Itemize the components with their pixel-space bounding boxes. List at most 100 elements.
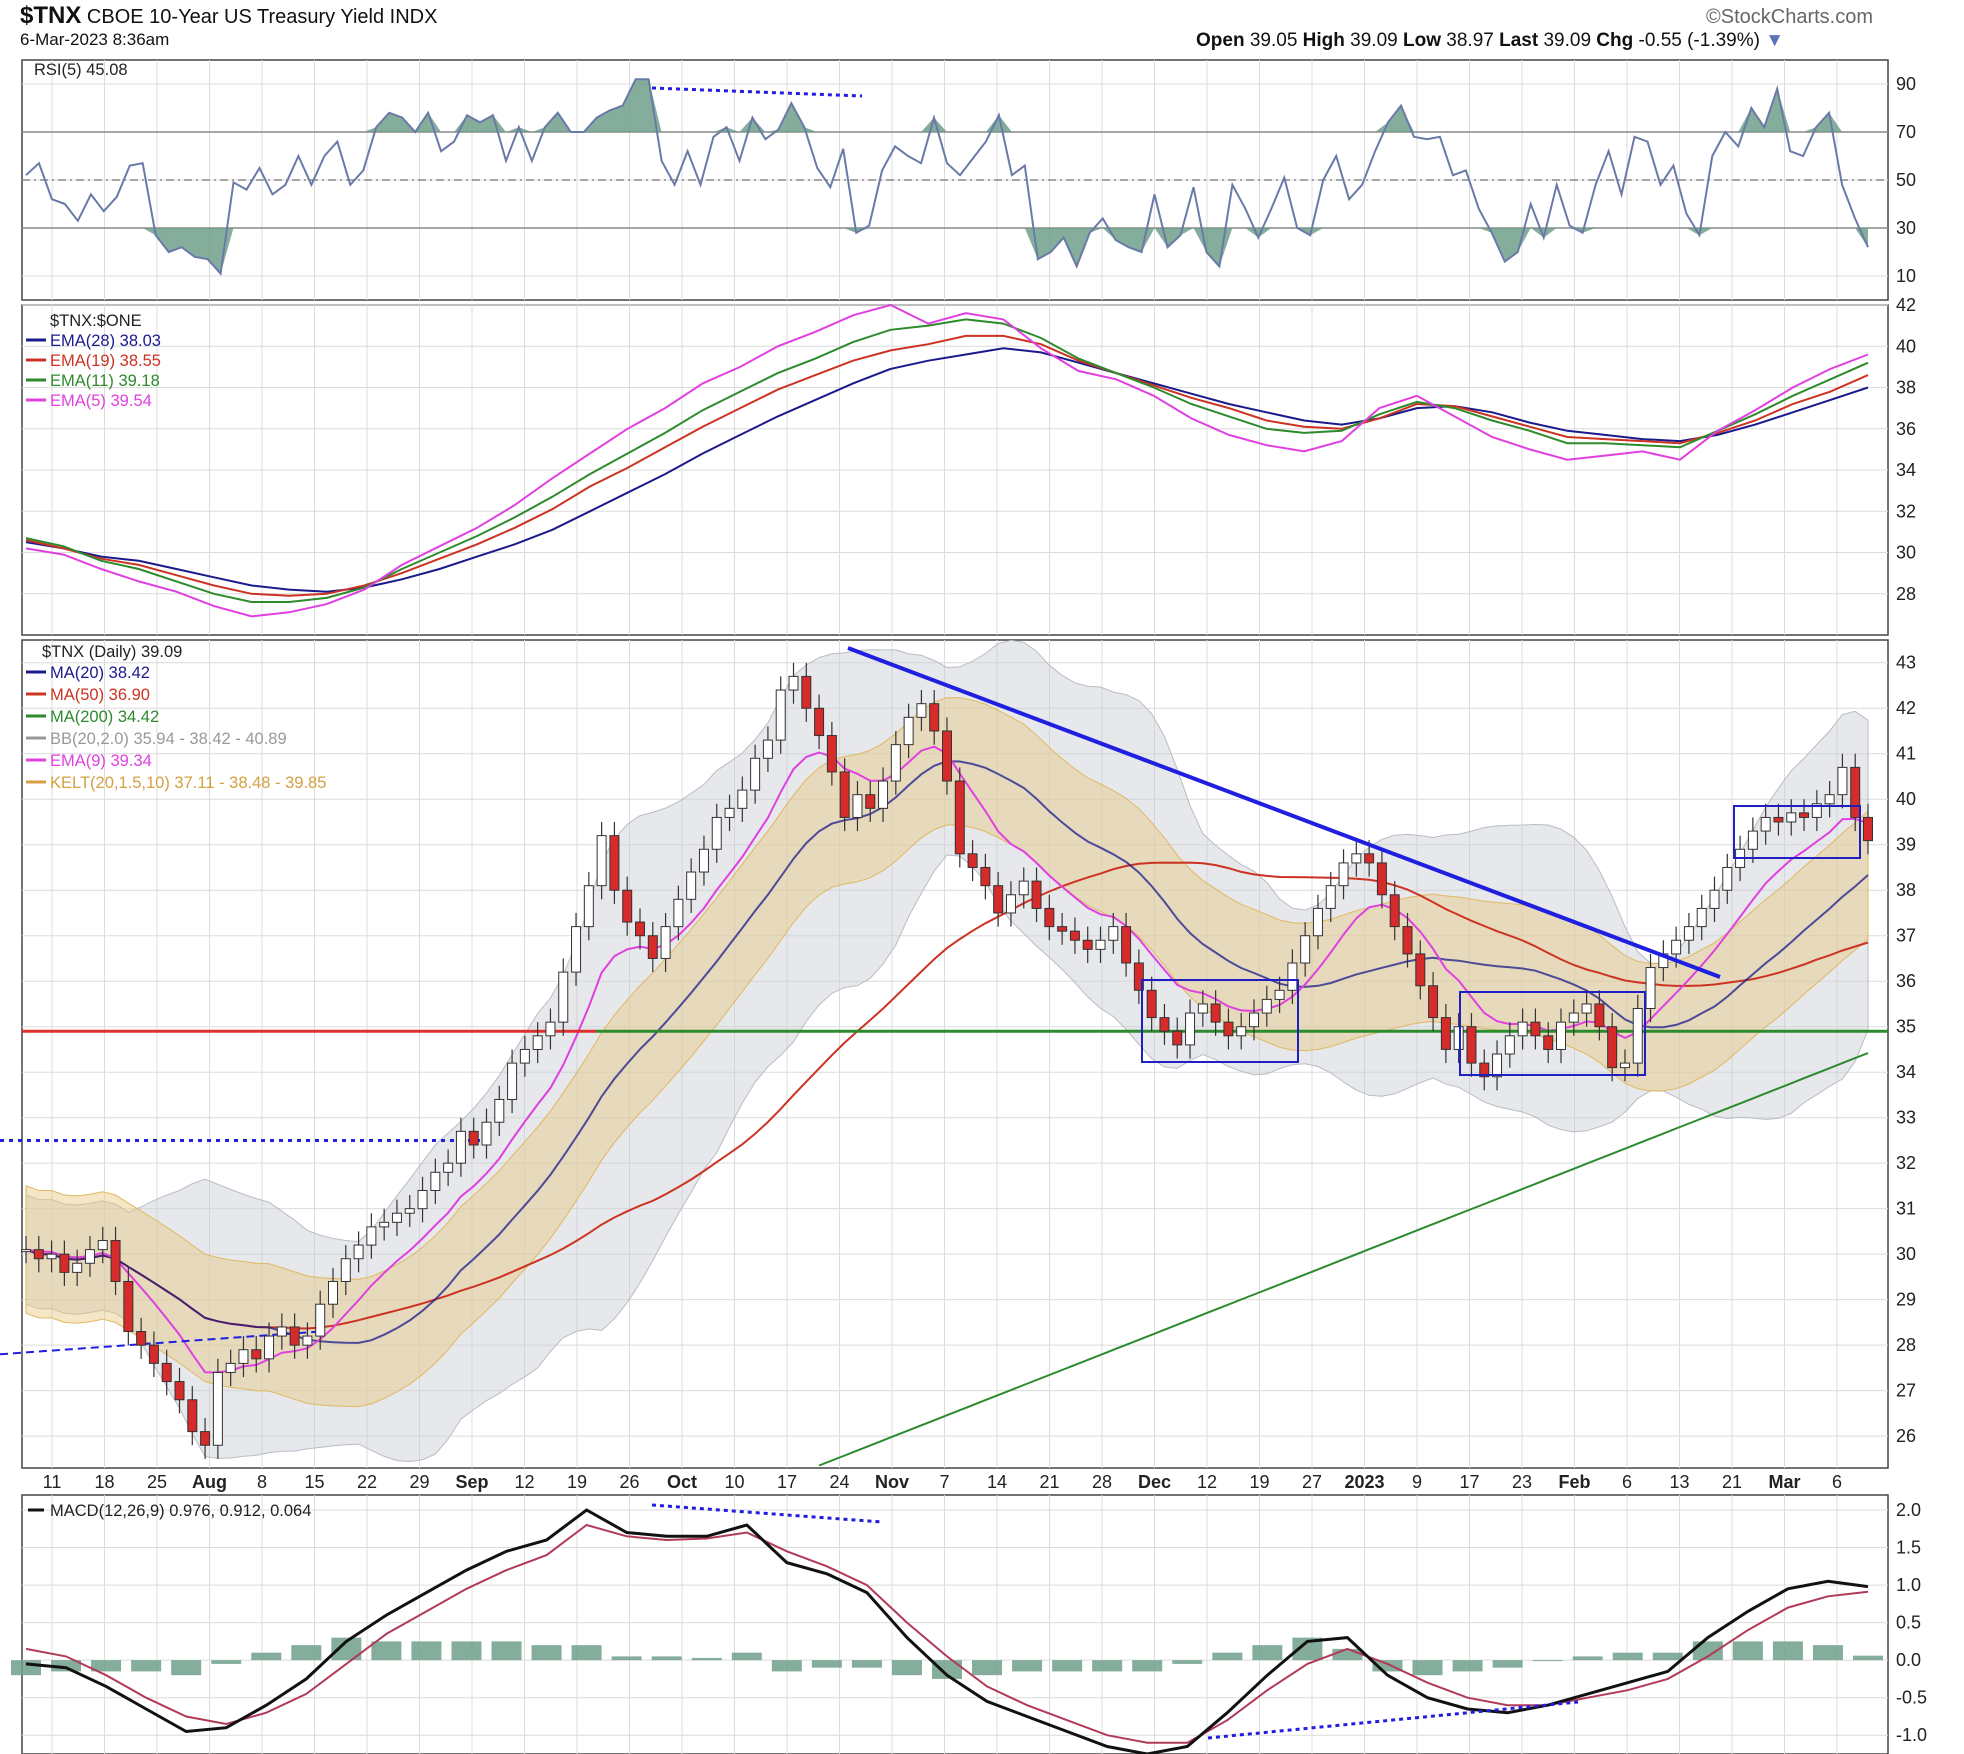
date-tick-label: 17 <box>1459 1472 1479 1492</box>
chevron-down-icon[interactable]: ▼ <box>1765 30 1785 51</box>
candle <box>1850 766 1861 818</box>
candle <box>251 1349 262 1360</box>
price-tick-label: 43 <box>1896 653 1916 673</box>
candle <box>788 675 799 691</box>
candle <box>762 739 773 759</box>
macd-divergence-line <box>1207 1700 1579 1740</box>
macd-histogram-bar <box>411 1641 442 1661</box>
candle <box>1069 930 1080 941</box>
ema-tick-label: 42 <box>1896 295 1916 315</box>
price-tick-label: 30 <box>1896 1244 1916 1264</box>
candle <box>1479 1062 1490 1078</box>
candle <box>711 816 722 850</box>
candle <box>596 835 607 887</box>
candle <box>1581 1003 1592 1014</box>
candle <box>571 926 582 973</box>
candle <box>1786 812 1797 823</box>
macd-histogram-bar <box>491 1641 522 1661</box>
security-name: CBOE 10-Year US Treasury Yield <box>86 6 385 28</box>
date-tick-label: Sep <box>455 1472 488 1492</box>
price-tick-label: 40 <box>1896 789 1916 809</box>
candle <box>481 1121 492 1146</box>
date-tick-label: 11 <box>43 1472 62 1492</box>
price-tick-label: 31 <box>1896 1199 1916 1219</box>
candle <box>826 735 837 773</box>
price-legend-item: EMA(9) 39.34 <box>50 752 152 770</box>
candle <box>1249 1012 1259 1028</box>
candle <box>1185 1012 1196 1046</box>
ohlc-summary: Open 39.05 High 39.09 Low 38.97 Last 39.… <box>1196 30 1784 52</box>
macd-histogram-bar <box>1812 1645 1843 1661</box>
price-legend-item: MA(200) 34.42 <box>50 708 159 726</box>
macd-histogram-bar <box>1732 1641 1763 1661</box>
price-legend-item: MA(20) 38.42 <box>50 664 150 682</box>
candle <box>507 1062 518 1100</box>
macd-histogram-bar <box>1532 1660 1563 1662</box>
macd-histogram-bar <box>251 1652 282 1661</box>
ema-legend-item: EMA(11) 39.18 <box>50 372 160 390</box>
low-label: Low <box>1403 30 1441 51</box>
candle <box>366 1226 377 1246</box>
consolidation-box <box>1141 979 1299 1063</box>
candle <box>212 1371 223 1446</box>
candle <box>1044 907 1055 928</box>
candle <box>890 744 901 782</box>
macd-histogram-bar <box>291 1645 322 1661</box>
macd-histogram-bar <box>11 1660 41 1676</box>
macd-histogram-bar <box>1292 1637 1323 1661</box>
candle <box>1108 926 1119 941</box>
date-time: 6-Mar-2023 8:36am <box>20 30 170 49</box>
price-tick-label: 27 <box>1896 1381 1916 1401</box>
macd-histogram-bar <box>972 1660 1003 1676</box>
candle <box>1236 1026 1247 1037</box>
date-tick-label: 12 <box>1197 1472 1217 1492</box>
high-label: High <box>1302 30 1345 51</box>
candle <box>1863 816 1873 842</box>
candle <box>1133 962 1144 991</box>
candle <box>430 1171 441 1191</box>
macd-tick-label: 2.0 <box>1896 1500 1921 1520</box>
candle <box>1645 967 1656 1010</box>
macd-histogram-bar <box>211 1660 242 1664</box>
candle <box>814 707 825 737</box>
ma200-line <box>818 1052 1869 1467</box>
candle <box>123 1280 134 1333</box>
rsi-tick-label: 90 <box>1896 74 1916 94</box>
price-tick-label: 37 <box>1896 926 1916 946</box>
candle <box>84 1249 95 1264</box>
price-panel <box>21 639 1889 1469</box>
price-tick-label: 28 <box>1896 1335 1916 1355</box>
candle <box>148 1344 159 1364</box>
candle <box>1632 1008 1643 1064</box>
candle <box>1811 803 1822 818</box>
candle <box>1300 935 1311 964</box>
candle <box>1722 866 1733 891</box>
price-legend-item: KELT(20,1.5,10) 37.11 - 38.48 - 39.85 <box>50 774 326 792</box>
ema-tick-label: 32 <box>1896 501 1916 521</box>
date-tick-label: 17 <box>777 1472 797 1492</box>
macd-tick-label: 0.5 <box>1896 1613 1921 1633</box>
candle <box>276 1326 287 1337</box>
candle <box>1619 1062 1630 1069</box>
candle <box>916 703 927 718</box>
macd-histogram-bar <box>131 1660 162 1672</box>
macd-histogram-bar <box>1853 1655 1883 1661</box>
candle <box>468 1130 479 1146</box>
candle <box>724 807 735 818</box>
macd-histogram-bar <box>171 1660 202 1676</box>
candle <box>609 835 620 891</box>
macd-histogram-bar <box>1332 1648 1363 1661</box>
open-value: 39.05 <box>1249 30 1298 51</box>
macd-histogram-bar <box>1052 1660 1083 1672</box>
candle <box>1607 1026 1618 1069</box>
date-tick-label: 8 <box>257 1472 267 1492</box>
date-tick-label: 7 <box>939 1472 949 1492</box>
macd-histogram-bar <box>1692 1641 1723 1661</box>
brand: ©StockCharts.com <box>1706 6 1874 28</box>
candle <box>801 675 812 709</box>
candle <box>72 1262 83 1273</box>
last-label: Last <box>1499 30 1539 51</box>
candle <box>673 898 684 928</box>
consolidation-box <box>1733 805 1861 859</box>
candle <box>545 1021 556 1037</box>
